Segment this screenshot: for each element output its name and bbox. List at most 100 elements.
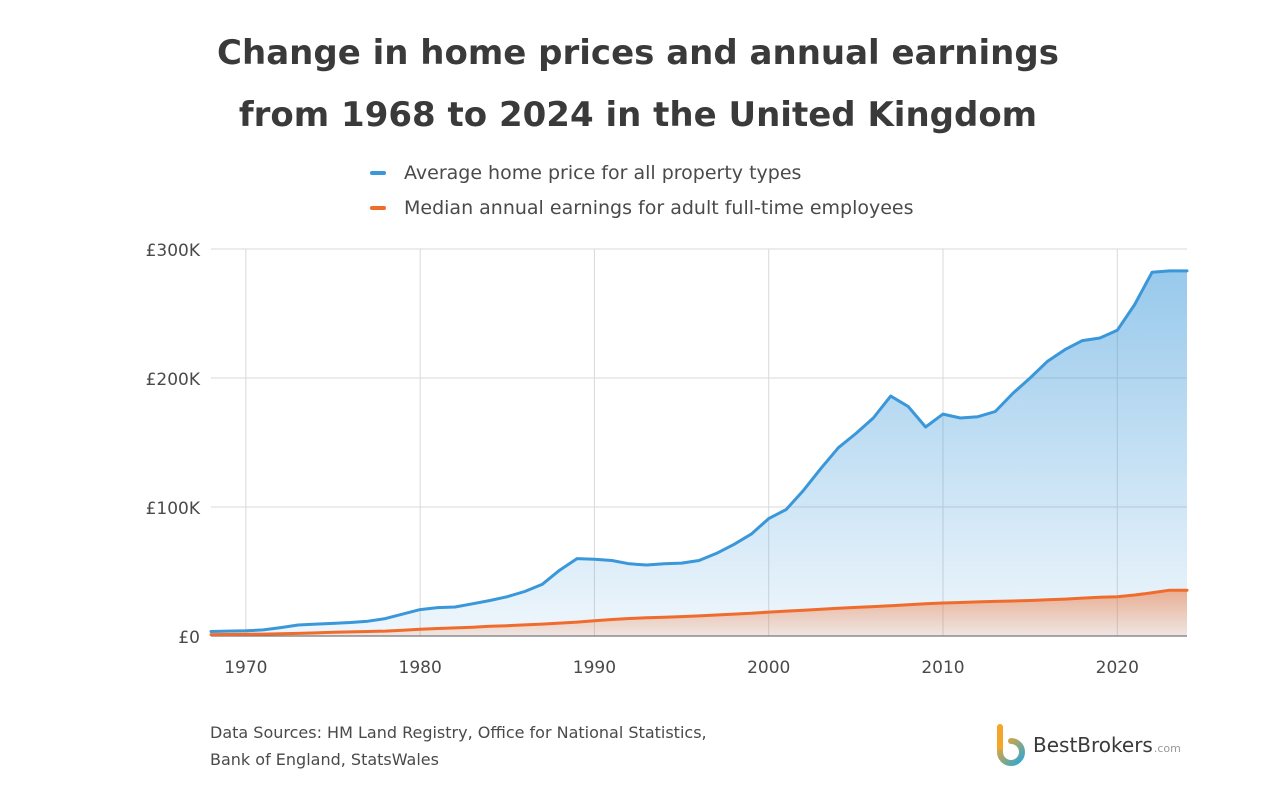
earnings-point — [1168, 588, 1172, 592]
home-price-point — [366, 619, 370, 623]
home-price-point — [941, 412, 945, 416]
home-price-point — [854, 432, 858, 436]
earnings-point — [784, 609, 788, 613]
home-price-point — [958, 416, 962, 420]
earnings-point — [261, 632, 265, 636]
chart-title-line-2: from 1968 to 2024 in the United Kingdom — [238, 95, 1038, 135]
earnings-point — [645, 616, 649, 620]
earnings-point — [279, 632, 283, 636]
home-price-point — [714, 551, 718, 555]
earnings-point — [854, 605, 858, 609]
home-price-point — [1011, 392, 1015, 396]
earnings-point — [732, 612, 736, 616]
home-price-point — [575, 557, 579, 561]
y-tick-label: £200K — [146, 370, 201, 390]
earnings-area — [211, 590, 1187, 636]
home-price-point — [680, 561, 684, 565]
x-tick-label: 1980 — [399, 658, 442, 678]
earnings-point — [993, 599, 997, 603]
earnings-point — [331, 630, 335, 634]
home-price-point — [836, 446, 840, 450]
earnings-point — [418, 627, 422, 631]
home-price-point — [871, 416, 875, 420]
home-price-point — [331, 621, 335, 625]
earnings-point — [383, 629, 387, 633]
home-price-point — [1028, 376, 1032, 380]
earnings-point — [1098, 595, 1102, 599]
earnings-point — [836, 606, 840, 610]
earnings-point — [401, 628, 405, 632]
data-sources-note: Data Sources: HM Land Registry, Office f… — [210, 719, 707, 773]
home-price-point — [697, 559, 701, 563]
earnings-point — [592, 619, 596, 623]
earnings-point — [244, 632, 248, 636]
legend-item-home-price[interactable]: Average home price for all property type… — [370, 155, 914, 190]
home-price-point — [784, 508, 788, 512]
home-price-point — [662, 562, 666, 566]
earnings-point — [714, 613, 718, 617]
home-price-point — [453, 605, 457, 609]
earnings-point — [470, 625, 474, 629]
home-price-point — [418, 608, 422, 612]
home-price-point — [645, 563, 649, 567]
legend-item-earnings[interactable]: Median annual earnings for adult full-ti… — [370, 190, 914, 225]
home-price-point — [976, 415, 980, 419]
earnings-point — [488, 624, 492, 628]
home-price-point — [1133, 303, 1137, 307]
x-tick-label: 1990 — [573, 658, 616, 678]
earnings-point — [1080, 596, 1084, 600]
brand-name: BestBrokers — [1033, 733, 1153, 757]
legend-label-home-price: Average home price for all property type… — [404, 161, 802, 184]
legend-label-earnings: Median annual earnings for adult full-ti… — [404, 196, 914, 219]
home-price-point — [558, 568, 562, 572]
earnings-point — [1046, 598, 1050, 602]
earnings-point — [767, 610, 771, 614]
data-sources-line-2: Bank of England, StatsWales — [210, 750, 439, 769]
home-price-point — [540, 582, 544, 586]
earnings-point — [453, 626, 457, 630]
series-line-home-price — [209, 269, 1189, 633]
earnings-point — [958, 601, 962, 605]
home-price-point — [523, 590, 527, 594]
earnings-point — [697, 614, 701, 618]
brand-tld: .com — [1153, 742, 1181, 755]
home-price-point — [279, 626, 283, 630]
home-price-point — [1063, 348, 1067, 352]
earnings-point — [976, 600, 980, 604]
home-price-point — [627, 562, 631, 566]
home-price-point — [1185, 269, 1189, 273]
earnings-point — [680, 615, 684, 619]
home-price-point — [906, 404, 910, 408]
series-line-earnings — [209, 588, 1189, 637]
y-tick-label: £300K — [146, 241, 201, 261]
earnings-point — [558, 621, 562, 625]
home-price-point — [889, 394, 893, 398]
home-price-area — [211, 270, 1187, 636]
x-tick-label: 2020 — [1096, 658, 1139, 678]
chart-title: Change in home prices and annual earning… — [0, 22, 1276, 146]
x-tick-label: 1970 — [224, 658, 267, 678]
home-price-point — [819, 466, 823, 470]
home-price-point — [610, 559, 614, 563]
y-tick-label: £0 — [178, 628, 200, 648]
earnings-point — [226, 633, 230, 637]
earnings-point — [1063, 597, 1067, 601]
brand-logo[interactable]: BestBrokers .com — [993, 722, 1181, 768]
home-price-point — [470, 602, 474, 606]
earnings-point — [871, 605, 875, 609]
home-price-point — [732, 542, 736, 546]
earnings-point — [1028, 599, 1032, 603]
earnings-point — [540, 622, 544, 626]
home-price-point — [767, 517, 771, 521]
home-price-point — [383, 617, 387, 621]
earnings-point — [209, 633, 213, 637]
x-tick-label: 2000 — [747, 658, 790, 678]
home-price-point — [436, 606, 440, 610]
home-price-point — [1098, 336, 1102, 340]
chart-legend: Average home price for all property type… — [370, 155, 914, 225]
legend-swatch-earnings — [370, 205, 386, 210]
y-tick-label: £100K — [146, 499, 201, 519]
earnings-point — [889, 604, 893, 608]
earnings-point — [610, 618, 614, 622]
earnings-point — [1011, 599, 1015, 603]
